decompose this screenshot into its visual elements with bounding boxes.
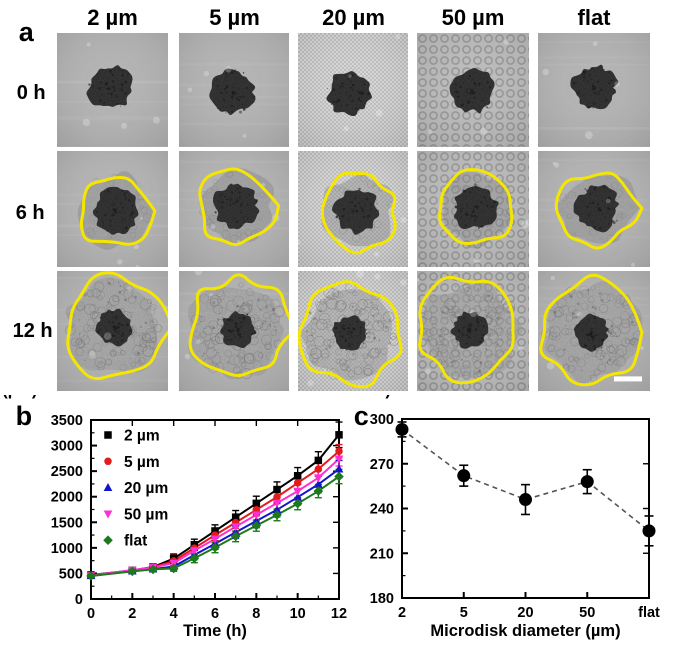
svg-text:6: 6 <box>211 606 219 622</box>
svg-text:2500: 2500 <box>51 464 83 480</box>
svg-text:flat: flat <box>638 605 660 621</box>
svg-text:180: 180 <box>370 591 394 607</box>
svg-text:flat: flat <box>124 533 147 550</box>
svg-text:Microdisk diameter (µm): Microdisk diameter (µm) <box>430 622 620 640</box>
svg-text:4: 4 <box>170 606 178 622</box>
svg-text:20: 20 <box>517 605 533 621</box>
svg-text:300: 300 <box>370 412 394 428</box>
svg-text:Time (h): Time (h) <box>183 622 247 640</box>
svg-text:1500: 1500 <box>51 515 83 531</box>
svg-text:3000: 3000 <box>51 439 83 455</box>
svg-text:1000: 1000 <box>51 541 83 557</box>
svg-text:8: 8 <box>252 606 260 622</box>
svg-text:20 µm: 20 µm <box>124 480 168 497</box>
svg-text:2 µm: 2 µm <box>124 428 160 445</box>
svg-text:5: 5 <box>460 605 468 621</box>
svg-text:5 µm: 5 µm <box>124 454 160 471</box>
svg-text:A/R0 (µm): A/R0 (µm) <box>0 395 37 405</box>
svg-text:240: 240 <box>370 502 394 518</box>
svg-text:V* (µm h-1): V* (µm h-1) <box>350 395 391 399</box>
svg-text:0: 0 <box>75 592 83 608</box>
svg-text:500: 500 <box>59 566 83 582</box>
svg-text:3500: 3500 <box>51 413 83 429</box>
svg-text:50: 50 <box>579 605 595 621</box>
svg-text:2: 2 <box>398 605 406 621</box>
svg-text:50 µm: 50 µm <box>124 506 168 523</box>
svg-text:0: 0 <box>87 606 95 622</box>
svg-text:2000: 2000 <box>51 490 83 506</box>
svg-text:210: 210 <box>370 546 394 562</box>
svg-text:10: 10 <box>290 606 306 622</box>
svg-text:12: 12 <box>331 606 347 622</box>
svg-text:2: 2 <box>128 606 136 622</box>
svg-text:270: 270 <box>370 457 394 473</box>
